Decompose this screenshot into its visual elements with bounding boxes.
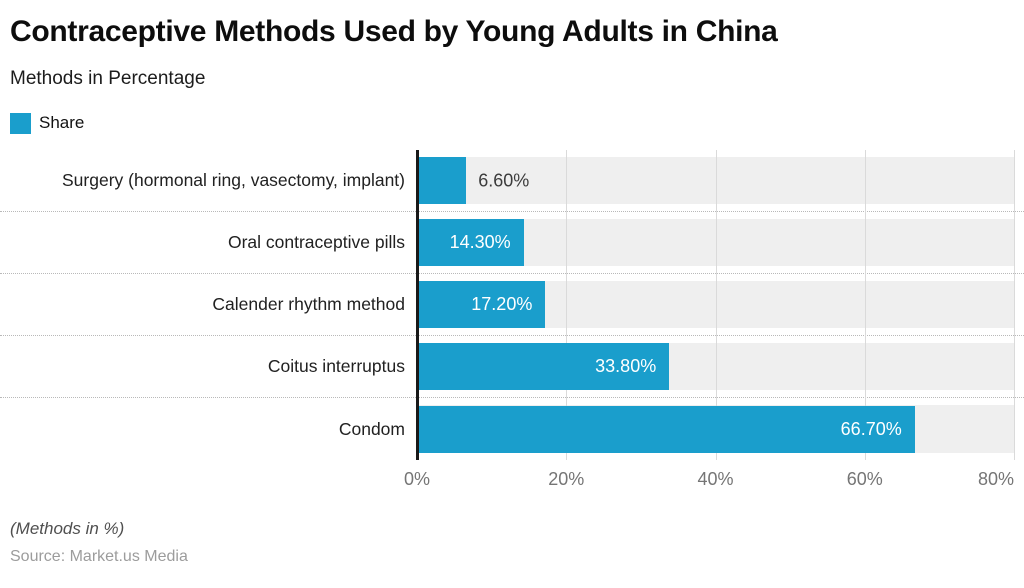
x-tick-label: 20% bbox=[548, 469, 585, 489]
chart-rows: Surgery (hormonal ring, vasectomy, impla… bbox=[0, 150, 1024, 460]
x-tick-label: 40% bbox=[697, 469, 734, 489]
chart-row: Condom 66.70% bbox=[0, 398, 1024, 460]
category-label: Condom bbox=[338, 418, 405, 439]
chart-row: Coitus interruptus 33.80% bbox=[0, 336, 1024, 398]
x-tick-label: 0% bbox=[403, 469, 431, 489]
bar-value-label: 14.30% bbox=[449, 232, 511, 252]
bar-chart: Surgery (hormonal ring, vasectomy, impla… bbox=[0, 150, 1024, 496]
chart-row: Surgery (hormonal ring, vasectomy, impla… bbox=[0, 150, 1024, 212]
chart-header: Contraceptive Methods Used by Young Adul… bbox=[0, 0, 1024, 134]
chart-subtitle: Methods in Percentage bbox=[10, 68, 206, 89]
bar-share: 14.30% bbox=[417, 219, 524, 266]
x-axis: 0% 20% 40% 60% 80% bbox=[404, 460, 1014, 496]
legend-label: Share bbox=[39, 113, 85, 132]
y-axis-line bbox=[416, 150, 419, 460]
footnote: (Methods in %) bbox=[10, 519, 125, 538]
plot-cell: 66.70% bbox=[417, 398, 1014, 460]
bar-value-label: 6.60% bbox=[478, 170, 530, 190]
category-label: Oral contraceptive pills bbox=[227, 232, 405, 252]
bar-share bbox=[417, 157, 467, 204]
gridline bbox=[1014, 150, 1015, 460]
x-tick-label: 60% bbox=[846, 469, 883, 489]
bar-share: 33.80% bbox=[417, 343, 670, 390]
x-tick-label: 80% bbox=[977, 469, 1014, 489]
chart-row: Oral contraceptive pills 14.30% bbox=[0, 212, 1024, 274]
bar-value-label: 66.70% bbox=[840, 418, 902, 439]
chart-title: Contraceptive Methods Used by Young Adul… bbox=[10, 15, 778, 48]
bar-value-label: 17.20% bbox=[471, 294, 533, 314]
chart-row: Calender rhythm method 17.20% bbox=[0, 274, 1024, 336]
source-credit: Source: Market.us Media bbox=[10, 548, 188, 565]
category-label: Surgery (hormonal ring, vasectomy, impla… bbox=[62, 170, 405, 190]
gridline bbox=[864, 150, 866, 460]
gridline bbox=[566, 150, 568, 460]
gridline bbox=[715, 150, 717, 460]
legend-swatch-icon bbox=[10, 112, 31, 134]
bar-share: 17.20% bbox=[417, 281, 546, 328]
legend: Share bbox=[10, 112, 1014, 134]
category-label: Calender rhythm method bbox=[212, 294, 405, 314]
bar-value-label: 33.80% bbox=[595, 356, 657, 376]
category-label: Coitus interruptus bbox=[267, 356, 405, 376]
chart-footer: (Methods in %) Source: Market.us Media bbox=[0, 519, 1024, 566]
bar-share: 66.70% bbox=[417, 405, 915, 453]
